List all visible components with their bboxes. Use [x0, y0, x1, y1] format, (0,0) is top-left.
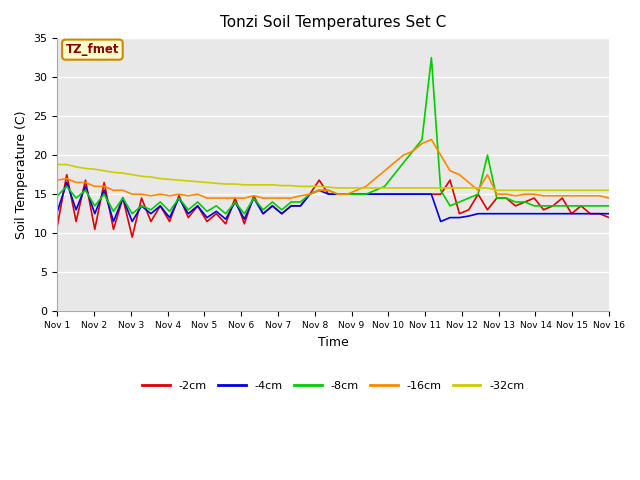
- Text: TZ_fmet: TZ_fmet: [66, 43, 119, 56]
- Title: Tonzi Soil Temperatures Set C: Tonzi Soil Temperatures Set C: [220, 15, 446, 30]
- Legend: -2cm, -4cm, -8cm, -16cm, -32cm: -2cm, -4cm, -8cm, -16cm, -32cm: [138, 377, 529, 396]
- X-axis label: Time: Time: [318, 336, 349, 348]
- Y-axis label: Soil Temperature (C): Soil Temperature (C): [15, 110, 28, 239]
